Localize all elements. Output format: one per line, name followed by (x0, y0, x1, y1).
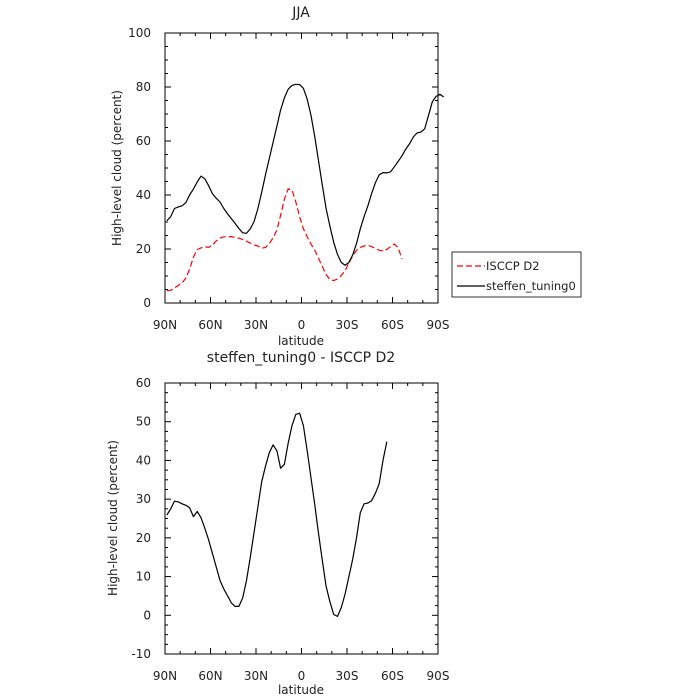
difference-y-tick-label: 60 (136, 376, 151, 390)
legend-label-steffen: steffen_tuning0 (486, 279, 576, 293)
jja-y-tick-label: 20 (136, 242, 151, 256)
jja-y-tick-label: 0 (143, 296, 151, 310)
difference-plot-frame (164, 382, 439, 655)
jja-y-tick-label: 80 (136, 80, 151, 94)
difference-x-tick-label: 30N (244, 669, 268, 683)
legend-label-isccp: ISCCP D2 (486, 259, 540, 273)
difference-x-tick-label: 60N (198, 669, 222, 683)
jja-title: JJA (291, 5, 310, 21)
difference-x-tick-label: 90S (427, 669, 450, 683)
jja-x-tick-label: 30S (336, 318, 359, 332)
jja-x-tick-label: 30N (244, 318, 268, 332)
difference-y-tick-label: 50 (136, 415, 151, 429)
difference-ticks: 90N 60N 30N 0 30S 60S 90S -10 0 10 20 30 40 50 60 (131, 376, 449, 683)
jja-x-tick-label: 90S (427, 318, 450, 332)
difference-x-tick-label: 60S (381, 669, 404, 683)
jja-x-tick-label: 90N (153, 318, 177, 332)
difference-y-tick-label: 0 (143, 608, 151, 622)
jja-y-tick-label: 60 (136, 134, 151, 148)
difference-y-tick-label: 10 (136, 570, 151, 584)
difference-y-axis-label: High-level cloud (percent) (106, 440, 120, 596)
difference-x-tick-label: 90N (153, 669, 177, 683)
jja-series-line-isccp-d2 (166, 188, 403, 292)
jja-plot-frame (164, 32, 439, 304)
difference-x-tick-label: 0 (298, 669, 306, 683)
difference-y-tick-label: 20 (136, 531, 151, 545)
legend: ISCCP D2 steffen_tuning0 (451, 251, 582, 298)
jja-y-tick-label: 40 (136, 188, 151, 202)
difference-y-tick-label: 30 (136, 492, 151, 506)
jja-x-tick-label: 60N (198, 318, 222, 332)
jja-series-line-steffen-tuning0 (166, 83, 445, 266)
jja-ticks: 90N 60N 30N 0 30S 60S 90S 0 20 40 60 80 100 (128, 26, 449, 332)
difference-x-tick-label: 30S (336, 669, 359, 683)
difference-title: steffen_tuning0 - ISCCP D2 (207, 350, 395, 366)
difference-y-tick-label: -10 (131, 647, 151, 661)
jja-x-tick-label: 0 (298, 318, 306, 332)
difference-series-lines (166, 412, 388, 617)
difference-panel: steffen_tuning0 - ISCCP D2 latitude High… (106, 350, 449, 697)
jja-y-tick-label: 100 (128, 26, 151, 40)
jja-y-axis-label: High-level cloud (percent) (110, 90, 124, 246)
jja-panel: JJA latitude High-level cloud (percent) … (110, 5, 449, 348)
difference-series-line-0 (166, 412, 388, 617)
difference-x-axis-label: latitude (278, 683, 324, 697)
jja-series-lines (166, 83, 445, 292)
jja-x-axis-label: latitude (278, 334, 324, 348)
difference-y-tick-label: 40 (136, 453, 151, 467)
jja-x-tick-label: 60S (381, 318, 404, 332)
legend-box (451, 251, 582, 298)
